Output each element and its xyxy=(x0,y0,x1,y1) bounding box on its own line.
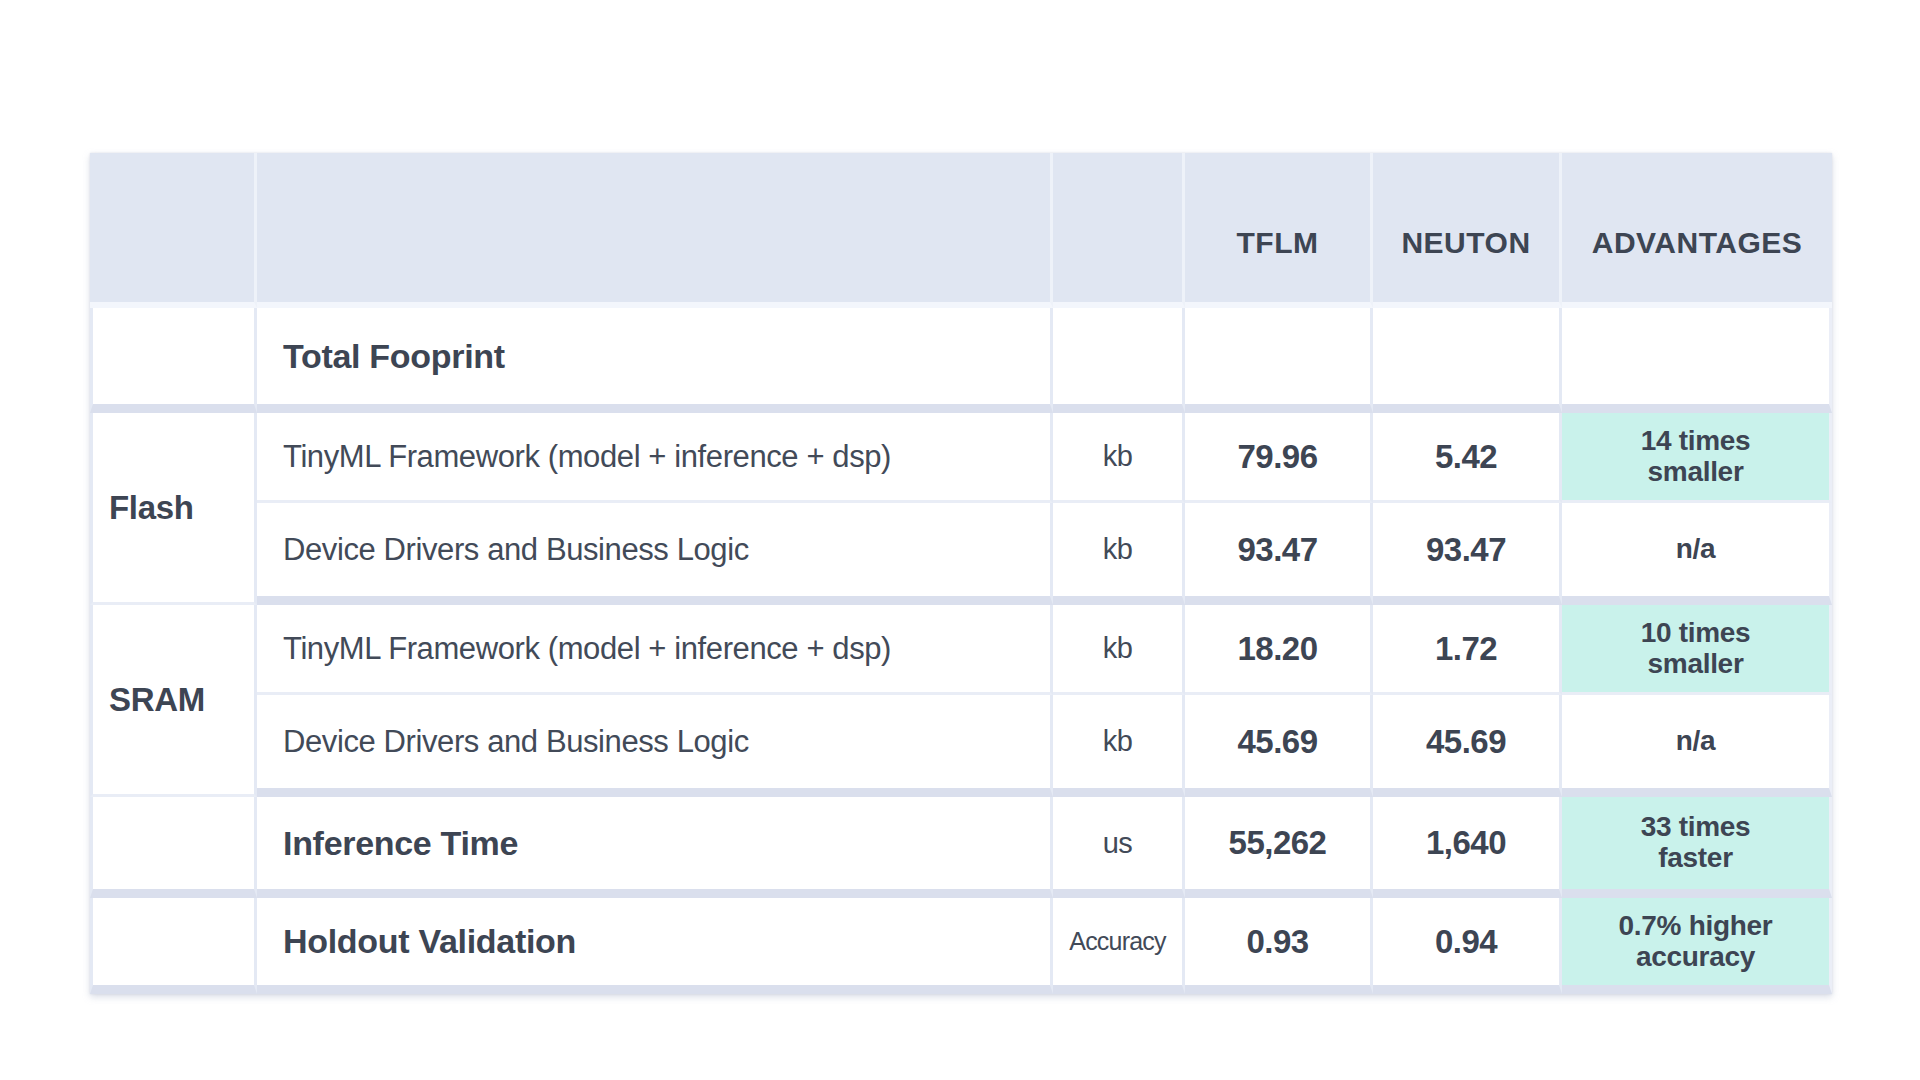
neuton-value: 5.42 xyxy=(1373,413,1562,503)
advantage-line1: 10 times xyxy=(1641,617,1751,648)
header-neuton: NEUTON xyxy=(1373,153,1562,308)
framework-comparison-table: TFLM NEUTON ADVANTAGES Total Fooprint Fl… xyxy=(90,153,1832,994)
group-cell-empty xyxy=(90,797,257,898)
tflm-value: 0.93 xyxy=(1185,898,1373,994)
table-row-inference-time: Inference Time us 55,262 1,640 33 times … xyxy=(90,797,1832,898)
table-header-row: TFLM NEUTON ADVANTAGES xyxy=(90,153,1832,308)
header-advantages: ADVANTAGES xyxy=(1562,153,1832,308)
group-cell-flash: Flash xyxy=(90,413,257,605)
advantage-line2: faster xyxy=(1658,842,1732,873)
tflm-value: 45.69 xyxy=(1185,695,1373,797)
advantage-line1: 0.7% higher xyxy=(1619,910,1773,941)
unit-cell: Accuracy xyxy=(1053,898,1185,994)
tflm-value: 55,262 xyxy=(1185,797,1373,898)
tflm-value: 18.20 xyxy=(1185,605,1373,695)
table-row-holdout-validation: Holdout Validation Accuracy 0.93 0.94 0.… xyxy=(90,898,1832,994)
group-cell-sram: SRAM xyxy=(90,605,257,797)
unit-cell: us xyxy=(1053,797,1185,898)
advantage-line2: accuracy xyxy=(1636,941,1755,972)
metric-label: TinyML Framework (model + inference + ds… xyxy=(257,413,1053,503)
metric-label: TinyML Framework (model + inference + ds… xyxy=(257,605,1053,695)
tflm-value: 93.47 xyxy=(1185,503,1373,605)
table-row-sram-drivers: Device Drivers and Business Logic kb 45.… xyxy=(90,695,1832,797)
advantage-cell: n/a xyxy=(1562,695,1832,797)
advantage-cell xyxy=(1562,308,1832,413)
header-empty-group xyxy=(90,153,257,308)
table-row-total-footprint: Total Fooprint xyxy=(90,308,1832,413)
neuton-value: 93.47 xyxy=(1373,503,1562,605)
unit-cell: kb xyxy=(1053,605,1185,695)
advantage-cell: n/a xyxy=(1562,503,1832,605)
advantage-line2: smaller xyxy=(1648,648,1744,679)
neuton-value: 1.72 xyxy=(1373,605,1562,695)
group-cell-empty xyxy=(90,308,257,413)
metric-label: Device Drivers and Business Logic xyxy=(257,695,1053,797)
tflm-value xyxy=(1185,308,1373,413)
advantage-line1: 33 times xyxy=(1641,811,1751,842)
metric-label: Total Fooprint xyxy=(257,308,1053,413)
advantage-cell-highlight: 14 times smaller xyxy=(1562,413,1832,503)
unit-cell xyxy=(1053,308,1185,413)
advantage-cell-highlight: 10 times smaller xyxy=(1562,605,1832,695)
table-row-sram-framework: SRAM TinyML Framework (model + inference… xyxy=(90,605,1832,695)
header-empty-metric xyxy=(257,153,1053,308)
metric-label: Device Drivers and Business Logic xyxy=(257,503,1053,605)
neuton-value: 45.69 xyxy=(1373,695,1562,797)
comparison-table-container: TFLM NEUTON ADVANTAGES Total Fooprint Fl… xyxy=(90,153,1832,994)
table-row-flash-framework: Flash TinyML Framework (model + inferenc… xyxy=(90,413,1832,503)
metric-label: Inference Time xyxy=(257,797,1053,898)
advantage-cell-highlight: 0.7% higher accuracy xyxy=(1562,898,1832,994)
metric-label: Holdout Validation xyxy=(257,898,1053,994)
tflm-value: 79.96 xyxy=(1185,413,1373,503)
header-tflm: TFLM xyxy=(1185,153,1373,308)
neuton-value: 1,640 xyxy=(1373,797,1562,898)
group-cell-empty xyxy=(90,898,257,994)
unit-cell: kb xyxy=(1053,695,1185,797)
table-row-flash-drivers: Device Drivers and Business Logic kb 93.… xyxy=(90,503,1832,605)
neuton-value xyxy=(1373,308,1562,413)
unit-cell: kb xyxy=(1053,503,1185,605)
neuton-value: 0.94 xyxy=(1373,898,1562,994)
header-empty-unit xyxy=(1053,153,1185,308)
unit-cell: kb xyxy=(1053,413,1185,503)
advantage-line2: smaller xyxy=(1648,456,1744,487)
advantage-line1: 14 times xyxy=(1641,425,1751,456)
advantage-cell-highlight: 33 times faster xyxy=(1562,797,1832,898)
